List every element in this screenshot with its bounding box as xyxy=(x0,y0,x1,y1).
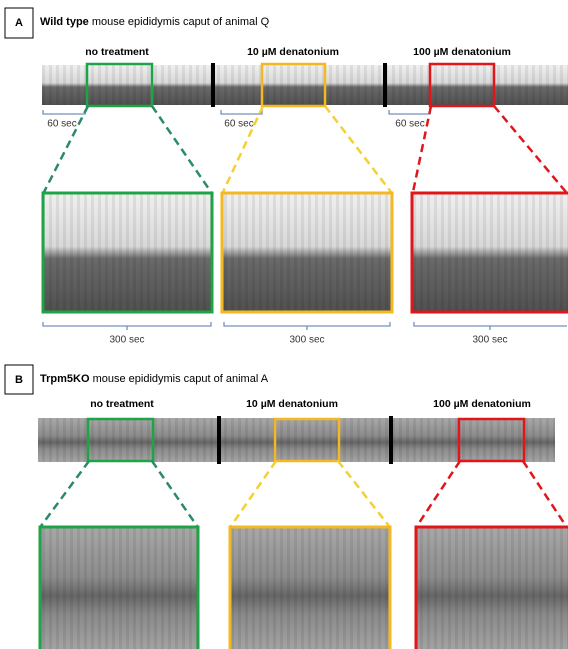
zoom-views xyxy=(43,193,568,312)
condition: 100 µM denatonium xyxy=(413,46,511,58)
kymograph xyxy=(42,63,568,107)
panel-label: A xyxy=(15,17,23,29)
scale-label: 60 sec xyxy=(47,119,76,130)
text-part: mouse epididymis caput of animal A xyxy=(90,373,269,385)
panel-title: Wild type mouse epididymis caput of anim… xyxy=(40,16,270,28)
scale-label: 300 sec xyxy=(109,335,144,346)
condition: no treatment xyxy=(85,46,149,58)
panel-label: B xyxy=(15,374,23,386)
panel-title: Trpm5KO mouse epididymis caput of animal… xyxy=(40,373,269,385)
condition: 100 µM denatonium xyxy=(433,398,531,410)
text-part: mouse epididymis caput of animal Q xyxy=(89,16,270,28)
figure: A Wild type mouse epididymis caput of an… xyxy=(0,0,568,649)
scale-label: 300 sec xyxy=(472,335,507,346)
text-part: Trpm5KO xyxy=(40,373,90,385)
condition: no treatment xyxy=(90,398,154,410)
condition: 10 µM denatonium xyxy=(246,398,338,410)
scale-label: 300 sec xyxy=(289,335,324,346)
scale-label: 60 sec xyxy=(395,119,424,130)
kymograph xyxy=(38,416,555,464)
scale-label: 60 sec xyxy=(224,119,253,130)
zoom-views xyxy=(40,527,568,649)
text-part: Wild type xyxy=(40,16,89,28)
condition: 10 µM denatonium xyxy=(247,46,339,58)
